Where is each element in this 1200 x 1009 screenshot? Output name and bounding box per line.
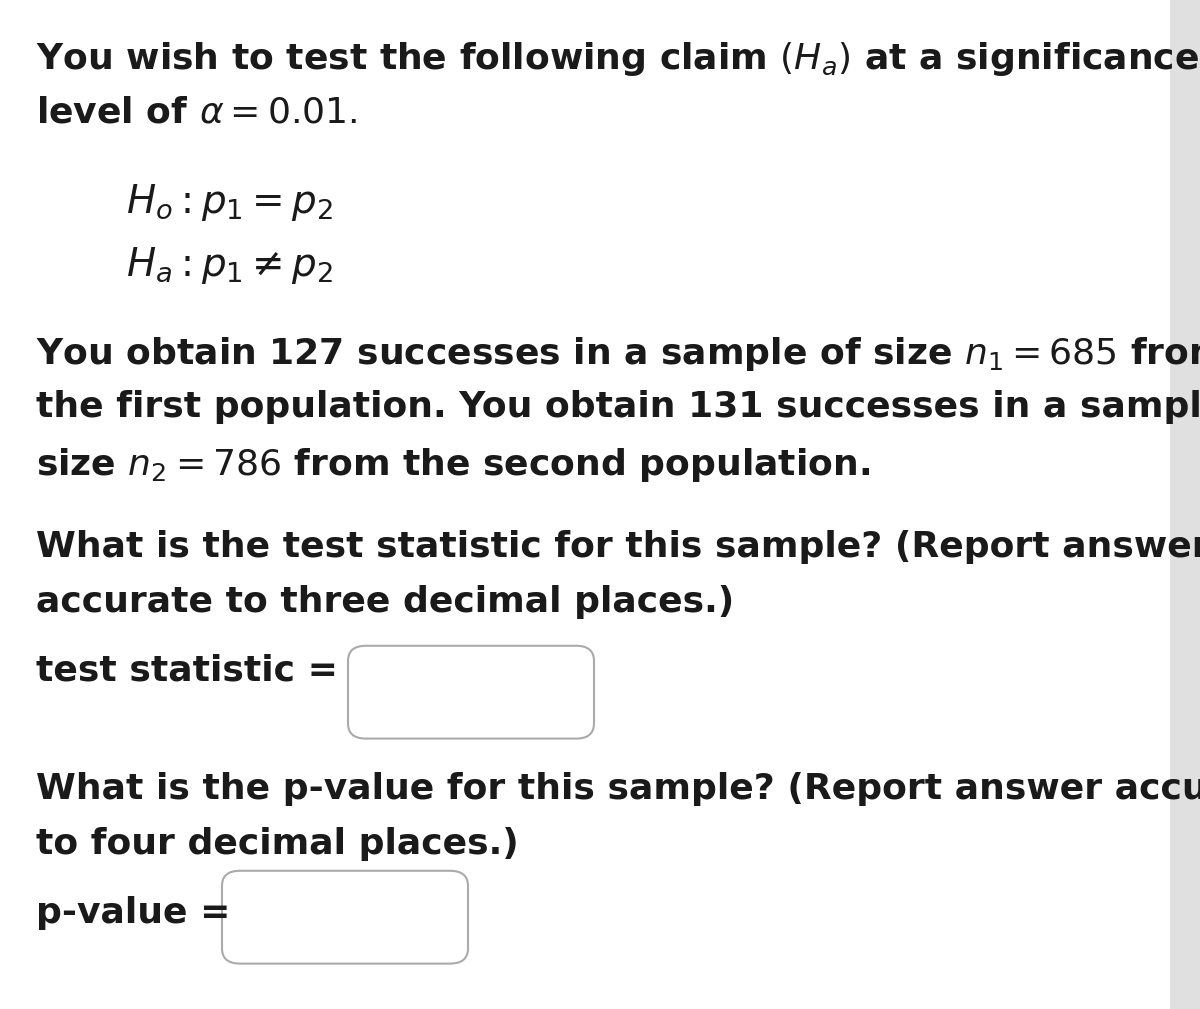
FancyBboxPatch shape — [222, 871, 468, 964]
Text: What is the p-value for this sample? (Report answer accurate: What is the p-value for this sample? (Re… — [36, 772, 1200, 806]
Text: What is the test statistic for this sample? (Report answer: What is the test statistic for this samp… — [36, 530, 1200, 564]
Text: $H_a : p_1 \neq p_2$: $H_a : p_1 \neq p_2$ — [126, 245, 334, 287]
Text: $H_o : p_1 = p_2$: $H_o : p_1 = p_2$ — [126, 182, 334, 223]
Text: You obtain 127 successes in a sample of size $n_1 = 685$ from: You obtain 127 successes in a sample of … — [36, 335, 1200, 373]
Text: accurate to three decimal places.): accurate to three decimal places.) — [36, 585, 734, 620]
Text: the first population. You obtain 131 successes in a sample of: the first population. You obtain 131 suc… — [36, 390, 1200, 425]
Text: to four decimal places.): to four decimal places.) — [36, 827, 518, 862]
Text: test statistic =: test statistic = — [36, 654, 338, 688]
FancyBboxPatch shape — [348, 646, 594, 739]
Text: size $n_2 = 786$ from the second population.: size $n_2 = 786$ from the second populat… — [36, 446, 870, 484]
Bar — [1170, 0, 1200, 1009]
Text: You wish to test the following claim $(H_a)$ at a significance: You wish to test the following claim $(H… — [36, 40, 1199, 79]
Text: level of $\alpha = 0.01.$: level of $\alpha = 0.01.$ — [36, 96, 358, 130]
Text: p-value =: p-value = — [36, 896, 230, 930]
